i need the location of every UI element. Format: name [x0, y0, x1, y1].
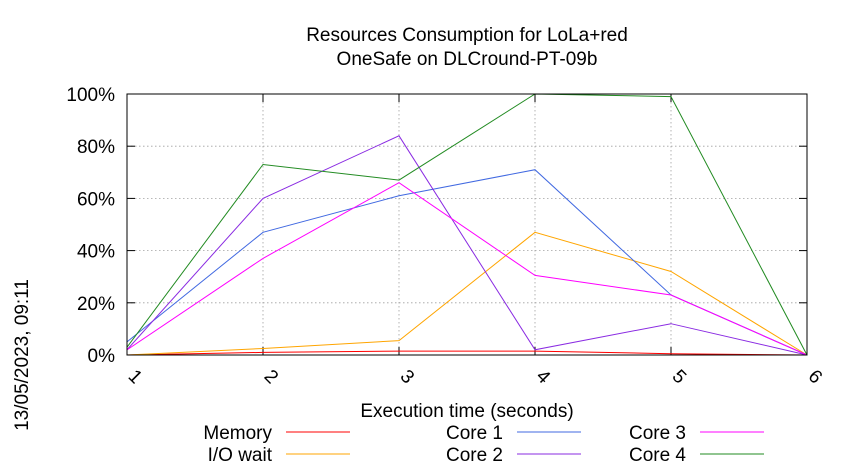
y-tick-label: 80% [77, 137, 115, 158]
x-tick-label: 1 [124, 366, 146, 388]
x-tick-label: 6 [804, 366, 826, 388]
series-line-memory [126, 350, 808, 356]
series-lines [126, 93, 808, 356]
timestamp-label: 13/05/2023, 09:11 [12, 279, 33, 431]
y-tick-label: 0% [88, 346, 116, 367]
legend-label: Memory [203, 423, 272, 444]
x-tick-label: 4 [532, 366, 555, 389]
y-tick-label: 100% [66, 85, 115, 106]
series-line-core-3 [126, 182, 808, 356]
legend-label: Core 2 [446, 445, 503, 466]
chart-title-line-2: OneSafe on DLCround-PT-09b [337, 49, 598, 70]
y-tick-label: 40% [77, 242, 115, 263]
x-axis-label: Execution time (seconds) [360, 401, 573, 422]
series-line-core-1 [126, 169, 808, 356]
legend-label: Core 1 [446, 423, 503, 444]
plot-frame [126, 93, 808, 356]
x-tick-label: 5 [668, 366, 690, 388]
series-line-core-2 [126, 135, 808, 356]
y-tick-label: 60% [77, 189, 115, 210]
series-line-i-o-wait [126, 231, 808, 356]
grid-lines [126, 93, 808, 356]
y-tick-labels: 0% 20% 40% 60% 80% 100% [66, 85, 115, 367]
x-tick-label: 2 [260, 366, 282, 388]
y-tick-label: 20% [77, 294, 115, 315]
chart-title-line-1: Resources Consumption for LoLa+red [306, 25, 628, 46]
legend-label: Core 3 [629, 423, 686, 444]
x-tick-label: 3 [396, 366, 418, 388]
legend-label: I/O wait [208, 445, 273, 466]
series-line-core-4 [126, 93, 808, 356]
x-tick-labels: 1 2 3 4 5 6 [124, 366, 826, 389]
legend-label: Core 4 [629, 445, 686, 466]
